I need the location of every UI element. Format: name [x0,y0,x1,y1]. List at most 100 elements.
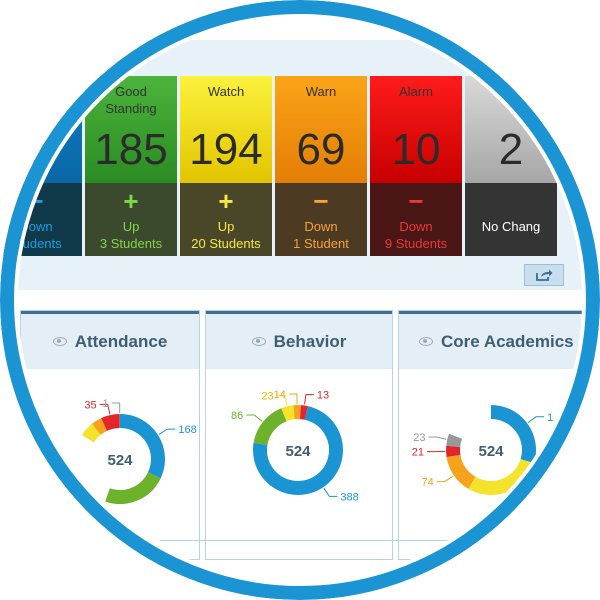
tile-count: 2 [23,125,49,174]
panel-behavior[interactable]: Behavior 388 86 23 14 13 524 [205,310,393,560]
tile-label: Warn [305,84,337,99]
tile-count: 185 [94,125,168,174]
tile-student-count: 9 Students [384,236,448,251]
segment-value-label: 13 [317,390,329,402]
segment-value-label: 1 [103,398,109,410]
donut-segment[interactable] [449,405,492,440]
donut-segment[interactable] [75,434,111,502]
leader-line [158,428,176,435]
tile-count: 69 [296,125,346,174]
donut-segment[interactable] [446,454,476,489]
panel-title: Behavior [273,331,347,351]
tile-change: + Up 20 Students [180,183,272,256]
tile-change: − Down Students [0,183,82,256]
eye-icon[interactable] [251,337,266,346]
donut-total: 524 [478,443,504,460]
status-tile-excellent[interactable]: 2 − Down Students [0,76,82,256]
segment-value-label: 23 [261,391,273,403]
export-button[interactable] [524,264,564,286]
tile-change: − Down 9 Students [370,183,462,256]
tile-top: Good Standing 185 [85,76,177,183]
minus-icon: − [28,186,44,216]
segment-value-label: 388 [340,491,358,503]
tile-direction: Down [304,219,338,234]
tile-label: Watch [207,84,245,99]
panel-core-academics[interactable]: Core Academics 1 150 74 21 23 524 [398,310,598,560]
tile-direction: No Chang [481,219,541,234]
status-tile-no-data[interactable]: 2 No Chang [465,76,557,256]
segment-value-label: 35 [84,399,96,411]
tile-student-count: 20 Students [191,236,261,251]
tile-count: 194 [189,125,263,174]
leader-line [436,475,454,483]
plus-icon: + [218,186,234,216]
donut-chart[interactable]: 168 35 1 524 [21,369,201,559]
tile-direction: Down [399,219,433,234]
tile-change: + Up 3 Students [85,183,177,256]
donut-segment[interactable] [119,414,165,479]
tile-student-count: 3 Students [99,236,163,251]
tile-count: 10 [391,125,441,174]
tile-top: Alarm 10 [370,76,462,183]
leader-line [288,393,298,405]
segment-value-label: 168 [178,424,196,436]
eye-icon[interactable] [419,337,433,346]
tile-direction: Down [19,219,53,234]
donut-segment[interactable] [101,414,120,431]
donut-segment[interactable] [446,433,463,448]
tile-label: Good Standing [105,84,157,116]
share-icon [536,269,553,281]
category-panels: Attendance 168 35 1 524 Behavior 388 86 23 14 1… [0,290,600,600]
status-tile-watch[interactable]: Watch 194 + Up 20 Students [180,76,272,256]
donut-total: 524 [285,443,311,460]
segment-value-label: 23 [413,432,425,444]
leader-line [527,416,545,424]
tile-student-count: Students [10,236,62,251]
donut-segment[interactable] [92,418,108,435]
donut-segment[interactable] [281,405,296,422]
minus-icon: − [313,186,329,216]
donut-segment[interactable] [490,405,536,464]
status-tile-warn[interactable]: Warn 69 − Down 1 Student [275,76,367,256]
segment-value-label: 74 [422,477,434,489]
tile-top: Watch 194 [180,76,272,183]
donut-segment[interactable] [253,408,287,446]
eye-icon[interactable] [52,337,67,346]
minus-icon: − [408,186,424,216]
donut-total: 524 [107,452,133,469]
donut-segment[interactable] [253,406,343,495]
donut-segment[interactable] [81,423,101,443]
donut-chart[interactable]: 1 150 74 21 23 524 [399,369,599,559]
segment-value-label: 14 [274,389,286,401]
tile-change: No Chang [465,183,557,256]
donut-segment[interactable] [105,471,161,504]
panel-attendance[interactable]: Attendance 168 35 1 524 [20,310,200,560]
tile-top: 2 [0,76,82,183]
segment-value-label: 150 [522,497,540,509]
tile-direction: Up [122,219,140,234]
panel-title: Attendance [74,331,168,351]
donut-segment[interactable] [468,458,534,495]
panel-header: Behavior [206,311,392,369]
tile-direction: Up [217,219,235,234]
leader-line [323,487,338,497]
panel-title: Core Academics [441,331,574,351]
plus-icon: + [123,186,139,216]
segment-value-label: 21 [412,447,424,459]
panel-header: Core Academics [399,311,597,369]
tile-student-count: 1 Student [293,236,349,251]
tile-count: 2 [498,125,524,174]
tile-top: Warn 69 [275,76,367,183]
donut-segment[interactable] [299,405,308,420]
leader-line [246,414,263,422]
panel-header: Attendance [21,311,199,369]
leader-line [507,492,520,503]
leader-line [111,402,121,414]
status-tile-alarm[interactable]: Alarm 10 − Down 9 Students [370,76,462,256]
tile-top: 2 [465,76,557,183]
donut-chart[interactable]: 388 86 23 14 13 524 [206,369,394,559]
leader-line [428,436,447,440]
status-tile-good-standing[interactable]: Good Standing 185 + Up 3 Students [85,76,177,256]
leader-line [99,403,111,415]
